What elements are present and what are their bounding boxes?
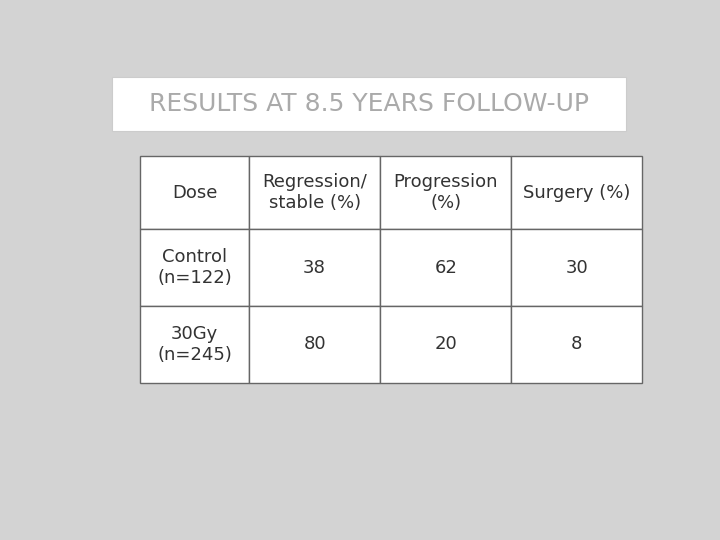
Text: 30: 30 — [565, 259, 588, 276]
Text: 38: 38 — [303, 259, 326, 276]
Text: 30Gy
(n=245): 30Gy (n=245) — [157, 325, 232, 364]
FancyBboxPatch shape — [249, 306, 380, 383]
Text: 62: 62 — [434, 259, 457, 276]
FancyBboxPatch shape — [380, 156, 511, 229]
FancyBboxPatch shape — [112, 77, 626, 131]
FancyBboxPatch shape — [511, 306, 642, 383]
Text: Regression/
stable (%): Regression/ stable (%) — [262, 173, 367, 212]
FancyBboxPatch shape — [511, 156, 642, 229]
Text: Surgery (%): Surgery (%) — [523, 184, 631, 201]
Text: Dose: Dose — [172, 184, 217, 201]
FancyBboxPatch shape — [380, 306, 511, 383]
Text: 20: 20 — [434, 335, 457, 353]
FancyBboxPatch shape — [249, 156, 380, 229]
Text: 8: 8 — [571, 335, 582, 353]
FancyBboxPatch shape — [140, 306, 249, 383]
FancyBboxPatch shape — [511, 229, 642, 306]
Text: 80: 80 — [303, 335, 326, 353]
FancyBboxPatch shape — [140, 229, 249, 306]
FancyBboxPatch shape — [249, 229, 380, 306]
Text: Progression
(%): Progression (%) — [393, 173, 498, 212]
FancyBboxPatch shape — [380, 229, 511, 306]
FancyBboxPatch shape — [140, 156, 249, 229]
Text: Control
(n=122): Control (n=122) — [157, 248, 232, 287]
Text: RESULTS AT 8.5 YEARS FOLLOW-UP: RESULTS AT 8.5 YEARS FOLLOW-UP — [149, 92, 589, 116]
